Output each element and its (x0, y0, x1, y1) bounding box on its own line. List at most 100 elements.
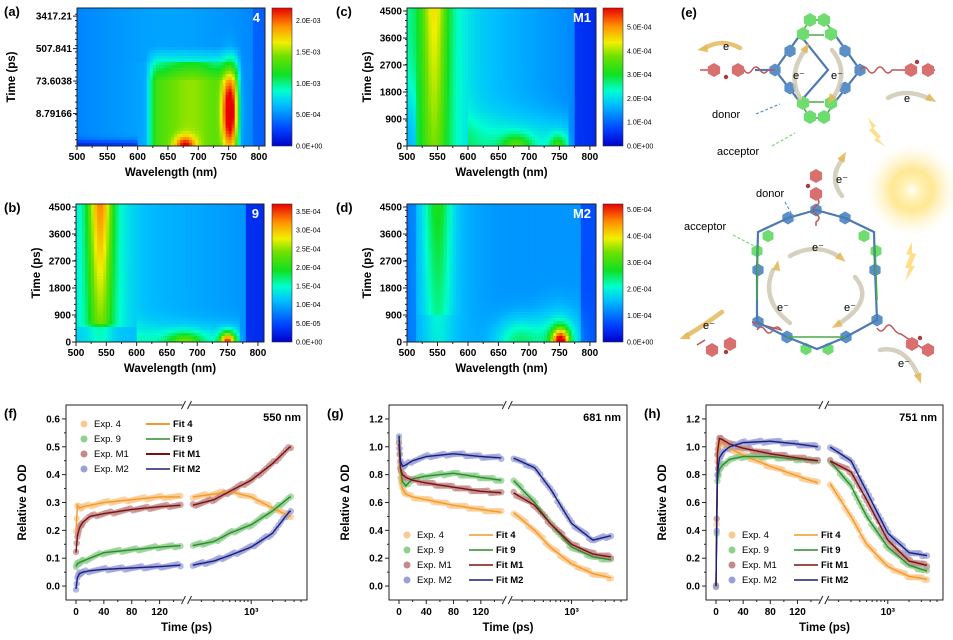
heatmap-cell (158, 14, 163, 18)
heatmap-cell (216, 23, 221, 27)
heatmap-cell (522, 56, 527, 60)
heatmap-cell (137, 110, 142, 114)
heatmap-cell (210, 38, 215, 42)
heatmap-cell (483, 53, 487, 57)
heatmap-cell (477, 104, 481, 108)
heatmap-cell (553, 77, 557, 81)
heatmap-cell (192, 77, 196, 81)
heatmap-cell (131, 47, 136, 51)
heatmap-cell (140, 47, 145, 51)
heatmap-cell (580, 20, 585, 24)
heatmap-cell (80, 131, 84, 135)
heatmap-cell (243, 98, 248, 102)
heatmap-cell (495, 104, 500, 108)
heatmap-cell (134, 104, 139, 108)
heatmap-cell (261, 50, 265, 54)
heatmap-cell (137, 86, 142, 90)
heatmap-cell (237, 65, 242, 69)
heatmap-cell (519, 83, 524, 87)
heatmap-cell (119, 137, 124, 141)
heatmap-cell (128, 56, 133, 60)
heatmap-cell (449, 59, 454, 63)
heatmap-cell (580, 101, 585, 105)
heatmap-cell (146, 143, 151, 146)
heatmap-cell (513, 101, 518, 105)
heatmap-cell (461, 95, 466, 99)
heatmap-cell (486, 92, 490, 96)
heatmap-cell (440, 23, 445, 27)
heatmap-cell (110, 71, 114, 75)
heatmap-cell (559, 95, 564, 99)
heatmap-cell (137, 83, 142, 87)
heatmap-cell (101, 68, 105, 72)
heatmap-cell (498, 38, 503, 42)
heatmap-cell (246, 47, 251, 51)
heatmap-cell (519, 89, 524, 93)
heatmap-cell (89, 77, 93, 81)
heatmap-cell (434, 92, 439, 96)
heatmap-cell (568, 83, 573, 87)
heatmap-cell (198, 80, 202, 84)
heatmap-cell (167, 101, 172, 105)
heatmap-cell (122, 77, 127, 81)
heatmap-cell (492, 50, 496, 54)
heatmap-cell (198, 35, 202, 39)
heatmap-cell (410, 41, 414, 45)
heatmap-cell (477, 35, 481, 39)
heatmap-cell (174, 59, 178, 63)
heatmap-cell (243, 32, 248, 36)
heatmap-cell (486, 77, 490, 81)
heatmap-cell (461, 44, 466, 48)
heatmap-cell (161, 134, 166, 138)
heatmap-cell (110, 59, 114, 63)
heatmap-cell (443, 26, 448, 30)
heatmap-cell (492, 62, 496, 66)
heatmap-cell (258, 35, 263, 39)
heatmap-cell (101, 80, 105, 84)
heatmap-cell (550, 20, 554, 24)
heatmap-cell (231, 74, 236, 78)
heatmap-cell (510, 101, 515, 105)
heatmap-cell (562, 56, 567, 60)
heatmap-cell (474, 74, 478, 78)
heatmap-cell (446, 29, 451, 33)
heatmap-cell (431, 68, 436, 72)
heatmap-cell (92, 74, 96, 78)
heatmap-cell (198, 68, 202, 72)
heatmap-cell (492, 44, 496, 48)
heatmap-cell (95, 107, 99, 111)
heatmap-cell (86, 23, 90, 27)
heatmap-cell (92, 41, 96, 45)
heatmap-cell (210, 92, 215, 96)
heatmap-cell (113, 59, 118, 63)
heatmap-cell (86, 113, 90, 117)
heatmap-cell (464, 68, 469, 72)
heatmap-cell (86, 29, 90, 33)
heatmap-cell (501, 77, 506, 81)
heatmap-cell (146, 107, 151, 111)
heatmap-cell (86, 95, 90, 99)
heatmap-cell (474, 71, 478, 75)
heatmap-cell (113, 32, 118, 36)
heatmap-cell (234, 14, 239, 18)
heatmap-cell (128, 26, 133, 30)
heatmap-cell (101, 8, 105, 12)
heatmap-cell (98, 74, 102, 78)
heatmap-cell (580, 86, 585, 90)
heatmap-cell (119, 41, 124, 45)
heatmap-cell (164, 8, 169, 12)
heatmap-cell (210, 41, 215, 45)
heatmap-cell (95, 59, 99, 63)
heatmap-cell (431, 41, 436, 45)
heatmap-cell (261, 92, 265, 96)
heatmap-cell (407, 92, 411, 96)
heatmap-cell (104, 23, 108, 27)
heatmap-cell (216, 8, 221, 12)
heatmap-cell (413, 92, 417, 96)
heatmap-cell (131, 35, 136, 39)
heatmap-cell (195, 89, 199, 93)
heatmap-cell (525, 62, 530, 66)
heatmap-cell (513, 14, 518, 18)
heatmap-cell (410, 68, 414, 72)
heatmap-cell (544, 62, 548, 66)
